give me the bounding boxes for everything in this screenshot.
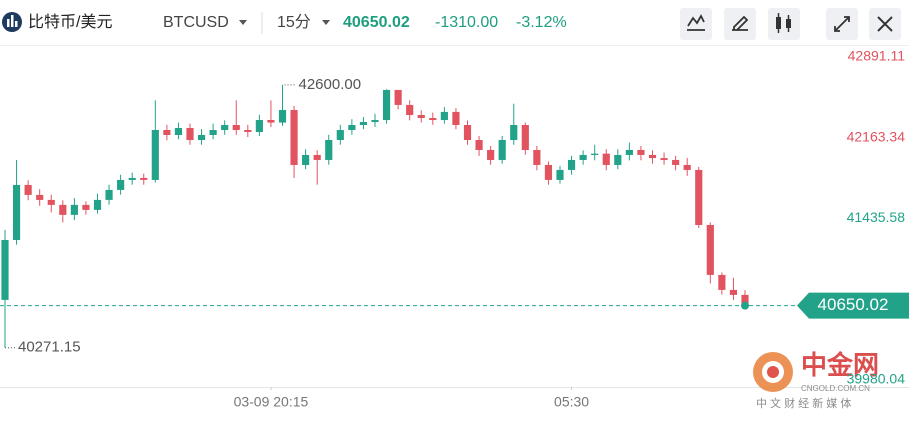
candle-body <box>382 89 391 121</box>
candle-body <box>394 89 402 105</box>
candle-body <box>625 149 633 155</box>
candle-body <box>93 199 102 210</box>
candle-body <box>128 177 136 180</box>
candle-body <box>255 120 263 132</box>
symbol-dropdown[interactable] <box>239 20 247 25</box>
last-price-tag-label: 40650.02 <box>818 295 889 314</box>
candle-body <box>82 204 90 210</box>
candle-body <box>475 139 483 150</box>
candle-body <box>452 111 460 126</box>
candle-body <box>440 111 448 121</box>
candle-body <box>325 139 333 160</box>
candle-body <box>186 128 194 140</box>
candle-body <box>105 189 113 200</box>
candle-body <box>591 153 599 155</box>
instrument-name: 比特币/美元 <box>28 13 112 31</box>
fullscreen-button[interactable] <box>826 8 858 40</box>
candle-body <box>70 204 78 215</box>
watermark-url: CNGOLD.COM.CN <box>801 384 870 393</box>
candle-body <box>24 184 32 195</box>
max-label: 42600.00 <box>299 76 362 93</box>
candle-body <box>313 154 321 160</box>
candle-body <box>36 194 44 200</box>
candle-body <box>637 149 645 155</box>
indicator-button[interactable] <box>680 8 712 40</box>
draw-button[interactable] <box>724 8 756 40</box>
y-tick-label: 39980.04 <box>847 371 906 387</box>
candle-body <box>718 274 726 290</box>
candle-body <box>267 120 275 123</box>
candle-body <box>533 149 541 165</box>
candle-body <box>556 169 564 180</box>
min-label: 40271.15 <box>18 339 81 356</box>
candle-body <box>359 122 368 126</box>
candle-body <box>290 110 298 165</box>
candle-body <box>510 125 518 140</box>
candle-body <box>741 294 749 306</box>
symbol: BTCUSD <box>163 14 229 31</box>
candle-body <box>487 149 495 160</box>
x-tick-label: 03-09 20:15 <box>234 394 309 410</box>
close-button[interactable] <box>869 8 901 40</box>
watermark: 中金网 CNGOLD.COM.CN 中 文 财 经 新 媒 体 <box>753 350 879 410</box>
candle-body <box>163 130 171 135</box>
interval[interactable]: 15分 <box>277 13 311 31</box>
candle-body <box>302 154 310 165</box>
interval-dropdown[interactable] <box>322 20 330 25</box>
candle-body <box>498 139 506 160</box>
y-tick-label: 42891.11 <box>848 48 906 64</box>
x-tick-label: 05:30 <box>554 394 589 410</box>
watermark-title: 中金网 <box>801 350 879 380</box>
candle-body <box>614 154 622 165</box>
candle-body <box>672 159 680 165</box>
candle-body <box>463 125 472 140</box>
candle-body <box>209 130 217 135</box>
candle-body <box>579 154 587 160</box>
candle-body <box>706 224 714 275</box>
candle-body <box>417 115 425 119</box>
candle-body <box>232 125 240 131</box>
chart-type-button[interactable] <box>768 8 800 40</box>
candle-body <box>117 179 125 190</box>
candle-body <box>151 130 159 180</box>
candle-body <box>244 130 252 132</box>
watermark-tagline: 中 文 财 经 新 媒 体 <box>756 396 851 410</box>
candle-body <box>648 154 657 159</box>
candle-body <box>59 204 67 215</box>
candle-body <box>278 110 287 123</box>
candle-body <box>567 159 576 170</box>
logo-icon <box>2 12 22 32</box>
candle-body <box>140 177 148 180</box>
candle-body <box>660 158 668 160</box>
candle-body <box>197 134 206 140</box>
candle-body <box>544 164 553 180</box>
candle-body <box>336 130 344 140</box>
candle-body <box>406 104 414 116</box>
candle-body <box>602 153 610 165</box>
candle-body <box>729 289 738 295</box>
candle-body <box>371 120 379 123</box>
price-change-percent: -3.12% <box>516 14 567 31</box>
candle-body <box>429 118 437 121</box>
y-tick-label: 41435.58 <box>847 209 906 225</box>
candle-body <box>1 239 9 300</box>
candle-body <box>683 164 691 170</box>
candle-body <box>521 125 529 150</box>
last-price-dot <box>741 301 749 310</box>
candle-body <box>695 169 703 225</box>
candle-body <box>348 125 356 131</box>
candle-body <box>221 125 229 131</box>
candle-body <box>47 199 55 205</box>
last-price-tag <box>797 292 909 319</box>
price-change: -1310.00 <box>435 14 498 31</box>
y-tick-label: 42163.34 <box>847 128 906 144</box>
candle-body <box>174 128 183 135</box>
last-price: 40650.02 <box>343 14 410 31</box>
candle-body <box>12 184 21 240</box>
